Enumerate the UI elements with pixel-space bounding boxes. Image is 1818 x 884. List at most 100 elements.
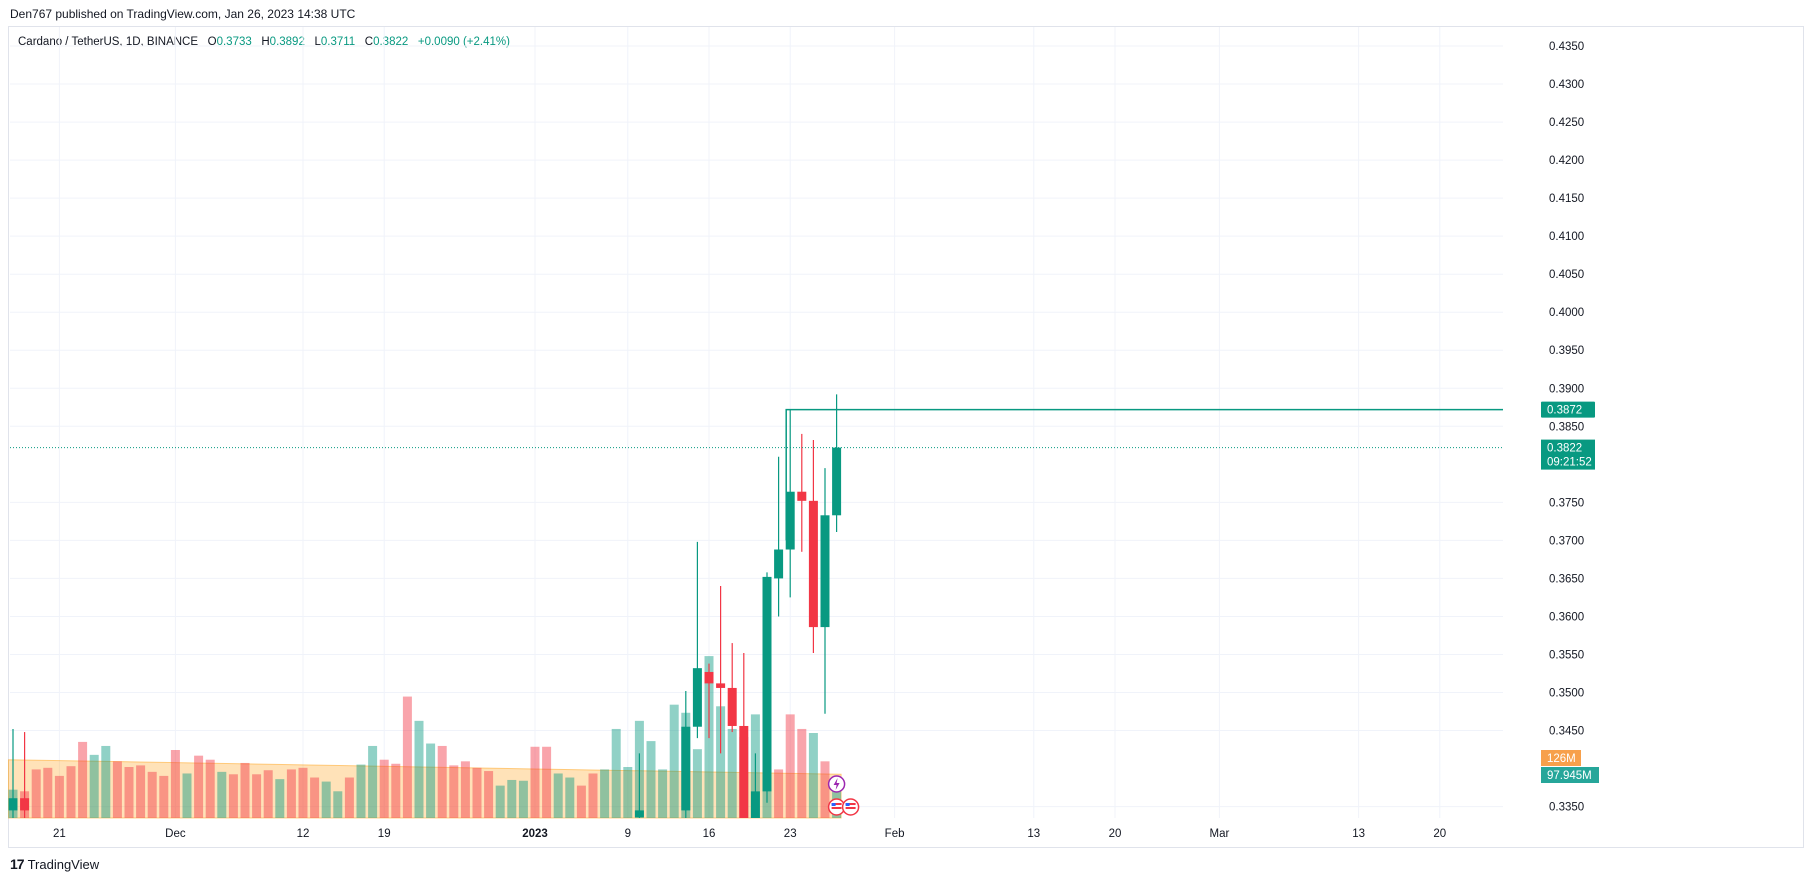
volume-ma-badge: 126M xyxy=(1541,750,1581,766)
volume-bar xyxy=(437,745,447,818)
price-tick-label: 0.3750 xyxy=(1549,497,1584,509)
volume-bar xyxy=(310,777,320,818)
change-value: +0.0090 (+2.41%) xyxy=(417,36,510,48)
volume-bar xyxy=(205,759,215,818)
candle-body xyxy=(832,447,842,516)
volume-bar xyxy=(402,696,412,818)
time-tick-label: 12 xyxy=(297,828,310,840)
volume-bar xyxy=(542,746,552,818)
price-tick-label: 0.4350 xyxy=(1549,41,1584,53)
time-tick-label: Dec xyxy=(165,828,186,840)
volume-bar xyxy=(449,765,459,818)
volume-bar xyxy=(414,720,424,818)
volume-bar xyxy=(495,785,505,818)
price-tick-label: 0.4050 xyxy=(1549,269,1584,281)
close-label: C xyxy=(364,36,374,48)
lightning-event-glyph xyxy=(833,778,840,790)
volume-bar xyxy=(240,762,250,818)
volume-bar xyxy=(484,771,494,818)
candles xyxy=(8,394,842,818)
volume-bar xyxy=(716,706,726,818)
volume-bar xyxy=(54,775,64,818)
candle-body xyxy=(704,671,714,684)
price-tick-label: 0.3450 xyxy=(1549,726,1584,738)
price-tick-label: 0.3350 xyxy=(1549,802,1584,814)
price-tick-label: 0.3900 xyxy=(1549,383,1584,395)
time-tick-label: 20 xyxy=(1109,828,1122,840)
price-tick-label: 0.4200 xyxy=(1549,155,1584,167)
price-tick-label: 0.4150 xyxy=(1549,193,1584,205)
flag-canton xyxy=(831,803,836,806)
candle-body xyxy=(785,491,795,550)
candle-body xyxy=(727,687,737,726)
event-markers[interactable] xyxy=(827,775,860,816)
tradingview-logo-icon: 17 xyxy=(10,856,25,872)
volume-badge: 97.945M xyxy=(1541,767,1599,783)
price-tick-label: 0.3500 xyxy=(1549,688,1584,700)
last-price-badge-bg xyxy=(1541,439,1595,470)
price-axis[interactable]: 0.4350 0.4300 0.4250 0.4200 0.4150 0.4100 0.40… xyxy=(1541,41,1599,814)
time-axis[interactable]: 21 Dec 12 19 2023 9 16 23 Feb 13 20 Mar 13 20 xyxy=(53,828,1446,840)
level-price-badge-text: 0.3872 xyxy=(1547,405,1582,417)
volume-bar xyxy=(391,763,401,818)
volume-bar xyxy=(368,745,378,818)
volume-bar xyxy=(808,733,818,818)
candle-body xyxy=(820,515,830,628)
price-tick-label: 0.3600 xyxy=(1549,611,1584,623)
time-tick-label: 13 xyxy=(1352,828,1365,840)
volume-bar xyxy=(785,714,795,818)
tradingview-brand[interactable]: 17 TradingView xyxy=(10,856,99,872)
volume-bar xyxy=(159,775,169,818)
candle-body xyxy=(774,549,784,579)
volume-bar xyxy=(379,759,389,818)
us-flag-event-icon xyxy=(827,798,846,816)
volume-bar xyxy=(43,767,53,818)
volume-bar xyxy=(182,773,192,818)
volume-bar xyxy=(356,764,366,818)
close-value: 0.3822 xyxy=(373,36,409,48)
volume-bar xyxy=(600,769,610,818)
volume-bar xyxy=(147,771,157,818)
time-tick-label: 21 xyxy=(53,828,66,840)
time-tick-label: 9 xyxy=(625,828,631,840)
candle-body xyxy=(797,491,807,501)
volume-bar xyxy=(344,777,354,818)
volume-bar xyxy=(112,761,122,818)
candle-body xyxy=(762,576,772,792)
open-value: 0.3733 xyxy=(216,36,252,48)
time-tick-label: 13 xyxy=(1027,828,1040,840)
volume-bar xyxy=(124,767,134,818)
low-value: 0.3711 xyxy=(320,36,356,48)
volume-bar xyxy=(727,728,737,818)
flag-stripe xyxy=(845,807,856,809)
chart-frame xyxy=(8,26,1804,848)
last-price-badge: 0.3822 09:21:52 xyxy=(1541,439,1595,470)
volume-bar xyxy=(658,769,668,818)
volume-bar xyxy=(646,741,656,818)
volume-bar xyxy=(252,774,262,818)
price-tick-label: 0.3700 xyxy=(1549,535,1584,547)
volume-bar xyxy=(298,767,308,818)
price-tick-label: 0.3950 xyxy=(1549,345,1584,357)
volume-bar xyxy=(426,743,436,818)
time-tick-label: Feb xyxy=(885,828,905,840)
volume-bar xyxy=(530,746,540,818)
volume-bar xyxy=(820,761,830,818)
candle-body xyxy=(716,683,726,688)
volume-bar xyxy=(286,769,296,818)
flag-canton xyxy=(845,803,850,806)
volume-pane xyxy=(8,656,842,819)
high-label: H xyxy=(261,36,270,48)
volume-bar xyxy=(228,774,238,818)
brand-label: TradingView xyxy=(27,856,100,872)
candle-body xyxy=(739,725,749,818)
volume-bar xyxy=(170,750,180,818)
symbol-name[interactable]: Cardano / TetherUS, 1D, BINANCE xyxy=(18,36,199,48)
price-tick-label: 0.4300 xyxy=(1549,79,1584,91)
volume-badge-bg xyxy=(1541,767,1599,783)
lightning-event-icon xyxy=(827,775,846,793)
volume-bar xyxy=(797,728,807,818)
volume-bar xyxy=(321,781,331,818)
volume-bar xyxy=(217,771,227,818)
